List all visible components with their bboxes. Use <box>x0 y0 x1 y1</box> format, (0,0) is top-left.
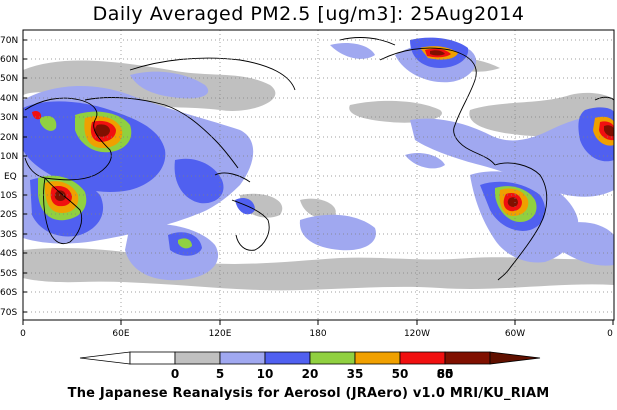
colorbar-label: 5 <box>216 367 224 381</box>
footer-credit: The Japanese Reanalysis for Aerosol (JRA… <box>67 386 550 401</box>
lat-label: 30S <box>0 230 17 240</box>
colorbar-swatch <box>444 351 491 365</box>
colorbar-label: 50 <box>392 367 409 381</box>
map-title: Daily Averaged PM2.5 [ug/m3]: 25Aug2014 <box>92 3 525 25</box>
pm25-field <box>23 30 614 320</box>
lat-label: 50N <box>0 74 18 84</box>
colorbar-label: 65 <box>437 367 454 381</box>
lon-label: 0 <box>20 329 26 339</box>
lon-label: 60E <box>112 329 129 339</box>
lon-label: 120W <box>404 329 430 339</box>
colorbar-swatch <box>129 351 176 365</box>
lat-label: 40S <box>0 249 17 259</box>
lat-label: 20N <box>0 133 18 143</box>
lon-axis <box>22 320 614 325</box>
lat-label: 70N <box>0 36 18 46</box>
lat-label: 20S <box>0 210 17 220</box>
lon-labels: 0 60E 120E 180 120W 60W 0 <box>20 329 613 339</box>
colorbar-swatch <box>309 351 356 365</box>
lat-label: 60N <box>0 55 18 65</box>
lat-label: 70S <box>0 308 17 318</box>
colorbar-label: 35 <box>347 367 364 381</box>
lat-label: 60S <box>0 288 17 298</box>
colorbar-swatch <box>354 351 401 365</box>
colorbar-label: 10 <box>257 367 274 381</box>
lon-label: 120E <box>209 329 232 339</box>
colorbar-max-arrow <box>489 351 541 365</box>
lat-label: 10S <box>0 191 17 201</box>
lon-label: 60W <box>505 329 525 339</box>
colorbar-swatch <box>174 351 221 365</box>
colorbar-label: 80 <box>437 367 454 381</box>
lat-label: 50S <box>0 269 17 279</box>
pm25-level-darkred <box>54 50 614 207</box>
graticule <box>23 30 614 320</box>
lat-labels: 70N 60N 50N 40N 30N 20N 10N EQ 10S 20S 3… <box>0 36 18 318</box>
lon-label: 0 <box>607 329 613 339</box>
lat-label: 40N <box>0 94 18 104</box>
colorbar-swatch <box>264 351 311 365</box>
lon-label: 180 <box>309 329 326 339</box>
colorbar-label: 20 <box>302 367 319 381</box>
lat-label: 10N <box>0 152 18 162</box>
colorbar-min-arrow <box>79 351 131 365</box>
lat-label: EQ <box>4 172 17 182</box>
colorbar-swatch <box>219 351 266 365</box>
colorbar-swatch <box>399 351 446 365</box>
colorbar-label: 0 <box>171 367 179 381</box>
lat-axis <box>23 39 27 313</box>
lat-label: 30N <box>0 113 18 123</box>
